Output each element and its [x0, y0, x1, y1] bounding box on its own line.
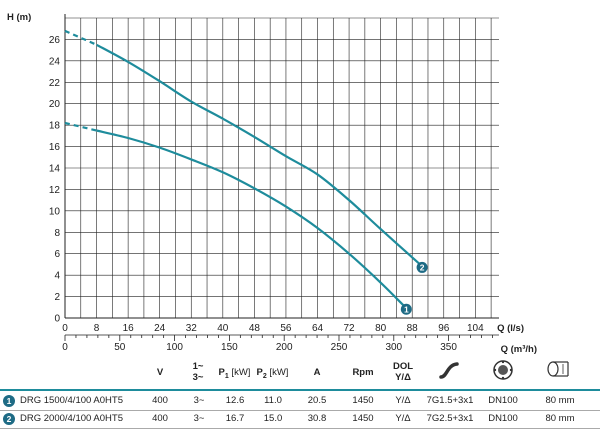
series-1-dashed — [64, 121, 97, 132]
row-start: Y/Δ — [395, 395, 411, 406]
x-tick-label: 24 — [154, 323, 166, 334]
chart-series: 12 — [64, 29, 428, 315]
y-tick-label: 20 — [49, 99, 61, 110]
row-cable: 7G1.5+3x1 — [426, 395, 474, 406]
row-number-badge: 2 — [3, 413, 15, 425]
series-1-line — [96, 129, 406, 307]
y-tick-label: 10 — [49, 206, 61, 217]
row-rpm: 1450 — [352, 395, 374, 406]
row-start: Y/Δ — [395, 413, 411, 424]
y-tick-label: 24 — [49, 56, 61, 67]
x2-tick-label: 250 — [331, 342, 348, 353]
x-tick-label: 0 — [62, 323, 68, 334]
x-tick-label: 80 — [375, 323, 387, 334]
pump-diameter-icon — [547, 361, 569, 377]
y-tick-label: 18 — [49, 121, 61, 132]
row-p1: 16.7 — [225, 413, 245, 424]
x-tick-label: 40 — [217, 323, 229, 334]
x2-tick-label: 150 — [221, 342, 238, 353]
row-voltage: 400 — [152, 395, 168, 406]
col-phase-bottom: 3~ — [192, 372, 204, 383]
row-number-badge: 1 — [3, 395, 15, 407]
series-2-marker — [416, 261, 428, 273]
x-tick-label: 56 — [280, 323, 292, 334]
row-voltage: 400 — [152, 413, 168, 424]
col-p2-unit: [kW] — [266, 367, 289, 378]
x-tick-label: 48 — [249, 323, 261, 334]
col-start-bottom: Y/Δ — [395, 372, 411, 383]
x2-tick-label: 0 — [62, 342, 68, 353]
series-2-marker-label: 2 — [420, 263, 425, 273]
y-tick-label: 14 — [49, 164, 61, 175]
y-tick-label: 12 — [49, 185, 61, 196]
x-tick-label: 96 — [438, 323, 450, 334]
row-outlet: DN100 — [488, 395, 518, 406]
col-phase: 1~ 3~ — [183, 361, 213, 383]
col-amps: A — [313, 367, 321, 378]
x-tick-label: 88 — [407, 323, 419, 334]
series-2-dashed — [64, 29, 98, 46]
series-2-line — [96, 43, 421, 266]
y-axis-label: H (m) — [7, 12, 31, 23]
outlet-flange-icon — [493, 360, 513, 380]
y-tick-label: 2 — [54, 292, 60, 303]
row-amps: 30.8 — [307, 413, 327, 424]
x-axis-label: Q (l/s) — [497, 323, 524, 334]
y-tick-label: 16 — [49, 142, 61, 153]
col-p2-sub: 2 — [262, 372, 267, 380]
col-p1-main: P — [218, 367, 225, 378]
col-p2: P2 [kW] — [250, 367, 295, 382]
x2-tick-label: 200 — [276, 342, 293, 353]
x2-tick-label: 50 — [114, 342, 126, 353]
row-p1: 12.6 — [225, 395, 245, 406]
x-tick-label: 64 — [312, 323, 324, 334]
row-diameter: 80 mm — [545, 395, 575, 406]
cable-icon — [439, 362, 459, 379]
series-1-marker — [400, 303, 412, 315]
y-tick-label: 6 — [54, 249, 60, 260]
x2-tick-label: 350 — [440, 342, 457, 353]
y-tick-label: 4 — [54, 271, 60, 282]
table-header: V 1~ 3~ P1 [kW] P2 [kW] A Rpm DOL Y/Δ — [0, 357, 600, 391]
row-cable: 7G2.5+3x1 — [426, 413, 474, 424]
col-p1: P1 [kW] — [212, 367, 257, 382]
row-p2: 15.0 — [263, 413, 283, 424]
row-phase: 3~ — [193, 395, 205, 406]
x2-tick-label: 100 — [166, 342, 183, 353]
col-phase-top: 1~ — [192, 361, 204, 372]
table-row: 2 DRG 2000/4/100 A0HT5 400 3~ 16.7 15.0 … — [0, 411, 600, 429]
col-rpm: Rpm — [352, 367, 374, 378]
row-outlet: DN100 — [488, 413, 518, 424]
y-tick-label: 8 — [54, 228, 60, 239]
y-tick-label: 0 — [54, 314, 60, 325]
col-start: DOL Y/Δ — [388, 361, 418, 383]
row-phase: 3~ — [193, 413, 205, 424]
y-tick-label: 26 — [49, 35, 61, 46]
col-p2-main: P — [256, 367, 263, 378]
y-tick-label: 22 — [49, 78, 61, 89]
row-diameter: 80 mm — [545, 413, 575, 424]
row-model: DRG 2000/4/100 A0HT5 — [20, 413, 123, 424]
row-model: DRG 1500/4/100 A0HT5 — [20, 395, 123, 406]
col-p1-sub: 1 — [224, 372, 229, 380]
series-1-marker-label: 1 — [404, 305, 409, 315]
x2-tick-label: 300 — [385, 342, 402, 353]
x-tick-label: 104 — [467, 323, 484, 334]
row-rpm: 1450 — [352, 413, 374, 424]
x-tick-label: 72 — [344, 323, 356, 334]
x-tick-label: 16 — [123, 323, 135, 334]
table-row: 1 DRG 1500/4/100 A0HT5 400 3~ 12.6 11.0 … — [0, 393, 600, 411]
row-amps: 20.5 — [307, 395, 327, 406]
x2-axis-label: Q (m³/h) — [501, 344, 537, 355]
col-start-top: DOL — [392, 361, 414, 372]
col-p1-unit: [kW] — [228, 367, 251, 378]
x-tick-label: 32 — [186, 323, 198, 334]
x-tick-label: 8 — [94, 323, 100, 334]
col-voltage: V — [156, 367, 164, 378]
row-p2: 11.0 — [264, 395, 282, 406]
